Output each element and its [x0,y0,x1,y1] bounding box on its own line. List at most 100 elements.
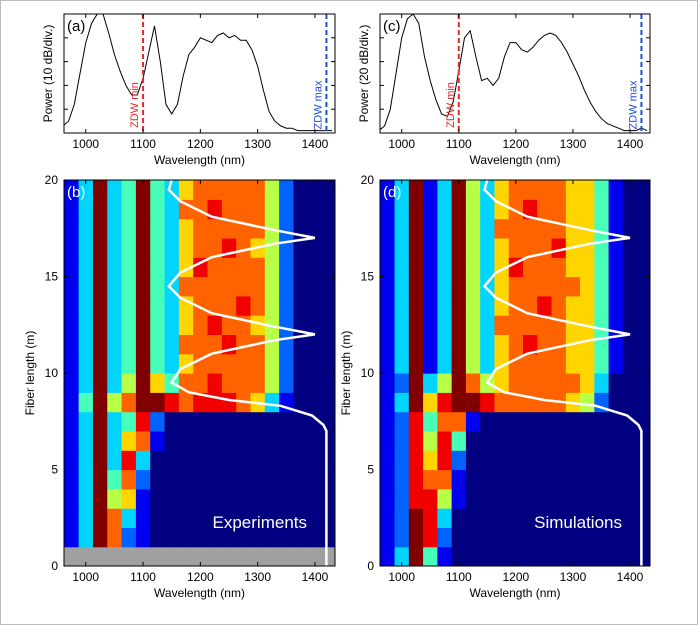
heat-cell [107,218,123,239]
heat-cell [207,180,223,200]
heat-cell [580,392,595,413]
heat-cell [480,237,496,258]
heat-cell [92,508,108,528]
heat-cell [480,469,496,490]
heat-cell [537,257,553,278]
heat-cell [537,373,553,393]
heat-cell [622,257,638,278]
heat-cell [437,488,453,509]
heat-cell [594,276,610,297]
heat-cell [207,546,223,566]
heat-cell [64,295,80,316]
heat-cell [64,257,80,278]
heat-cell [264,450,280,471]
heat-cell [322,315,335,335]
heat-cell [107,257,123,278]
heat-cell [537,276,553,297]
x-axis-label: Wavelength (nm) [470,153,561,167]
heat-cell [451,488,467,509]
heat-cell [307,315,323,335]
heat-cell [437,508,453,528]
heat-cell [494,430,510,451]
heat-cell [608,488,624,509]
heat-cell [64,527,80,548]
heat-cell [537,488,553,509]
heat-cell [92,276,108,297]
heat-cell [307,237,323,258]
heat-cell [293,469,309,490]
heat-cell [408,488,424,509]
heat-cell [92,488,108,509]
heat-cell [207,508,223,528]
heat-cell [580,334,595,355]
heat-cell [221,469,237,490]
heat-cell [480,411,496,432]
heat-cell [193,276,209,297]
heat-cell [107,237,123,258]
heat-cell [307,334,323,355]
heat-cell [121,488,137,509]
heat-cell [107,373,123,393]
heat-cell [608,450,624,471]
heat-cell [408,315,424,335]
heat-cell [580,469,595,490]
heat-cell [64,334,80,355]
heat-cell [394,180,410,200]
heat-cell [508,450,524,471]
heat-cell [64,508,80,528]
heat-cell [551,450,567,471]
heat-cell [551,469,567,490]
heat-cell [193,508,209,528]
heat-cell [121,295,137,316]
heat-cell [394,469,410,490]
heat-cell [178,488,194,509]
heat-cell [107,199,123,220]
heat-cell [135,199,151,220]
heat-cell [437,276,453,297]
x-tick-label: 1100 [130,137,156,151]
heat-cell [150,373,166,393]
y-tick-label: 15 [361,270,375,284]
heat-cell [565,218,581,239]
heat-cell [193,373,209,393]
heat-cell [551,546,567,566]
heat-cell [508,411,524,432]
heat-cell [64,430,80,451]
heat-cell [293,527,309,548]
heat-cell [423,315,438,335]
heat-cell [465,218,481,239]
heat-cell [221,392,237,413]
heat-cell [608,295,624,316]
heat-cell [293,199,309,220]
heat-cell [193,411,209,432]
heat-cell [307,295,323,316]
heat-cell [608,257,624,278]
heat-cell [551,199,567,220]
heat-cell [92,199,108,220]
heat-cell [78,411,94,432]
heat-cell [380,373,396,393]
heat-cell [622,315,638,335]
heat-cell [293,257,309,278]
annotation: Experiments [213,513,307,532]
heat-cell [423,488,438,509]
heat-cell [480,295,496,316]
heat-cell [279,508,295,528]
x-tick-label: 1200 [187,570,214,584]
heat-cell [465,334,481,355]
heat-cell [221,276,237,297]
plot-area [64,180,335,566]
y-axis-label: Fiber length (m) [339,331,353,416]
heat-cell [150,334,166,355]
heat-cell [121,353,137,374]
heat-cell [207,199,223,220]
heat-cell [264,237,280,258]
heat-cell [451,257,467,278]
heat-cell [565,180,581,200]
heat-cell [394,430,410,451]
heat-cell [64,488,80,509]
heat-cell [423,508,438,528]
heat-cell [164,237,180,258]
heat-cell [121,237,137,258]
heat-cell [608,180,624,200]
